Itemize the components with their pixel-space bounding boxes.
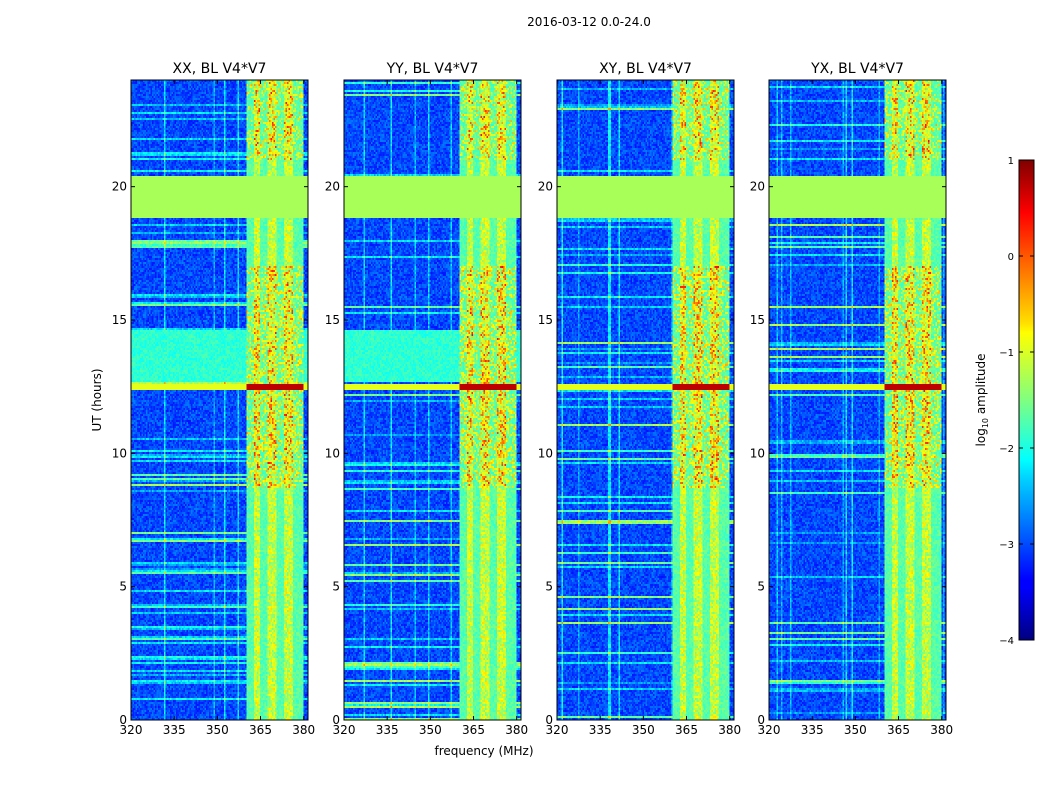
y-tick-label: 5 [332,580,340,594]
colorbar-tick-label: 1 [1008,156,1014,167]
colorbar-label: log10 amplitude [974,354,990,447]
x-tick-label: 350 [844,723,867,737]
y-tick-label: 5 [545,580,553,594]
panel-xy: XY, BL V4*V7 320 335 350 365 380 0 5 10 15 20 [538,61,741,737]
x-tick-label: 335 [163,723,186,737]
x-tick-label: 335 [589,723,612,737]
y-axis-label: UT (hours) [90,368,104,431]
x-tick-label: 380 [292,723,315,737]
y-tick-label: 0 [757,713,765,727]
y-tick-label: 0 [119,713,127,727]
x-tick-label: 365 [249,723,272,737]
heatmap-image [344,80,521,720]
colorbar-label-sub: 10 [981,418,990,428]
x-tick-label: 335 [376,723,399,737]
figure-suptitle: 2016-03-12 0.0-24.0 [527,15,651,29]
x-tick-label: 380 [505,723,528,737]
x-tick-label: 365 [462,723,485,737]
y-tick-label: 15 [112,313,127,327]
y-tick-label: 5 [757,580,765,594]
colorbar-label-rest: amplitude [974,354,988,418]
x-tick-label: 365 [887,723,910,737]
axes-frame [343,79,522,721]
y-tick-label: 15 [750,313,765,327]
x-tick-label: 380 [718,723,741,737]
y-tick-label: 5 [119,580,127,594]
colorbar-tick-label: −2 [999,444,1014,455]
y-tick-label: 20 [325,180,340,194]
x-tick-label: 320 [546,723,569,737]
panel-xx: XX, BL V4*V7 320 335 350 365 380 0 5 10 15 20 [112,61,315,737]
panel-title: XY, BL V4*V7 [599,61,692,77]
x-tick-label: 350 [419,723,442,737]
colorbar-label-log: log [974,428,988,446]
colorbar-ticks: 1 0 −1 −2 −3 −4 [999,156,1034,647]
colorbar-tick-label: −3 [999,540,1014,551]
x-tick-label: 350 [206,723,229,737]
y-tick-label: 10 [325,446,340,460]
colorbar-gradient [1018,159,1035,641]
heatmap-image [557,80,734,720]
colorbar: 10−1−2−3−4 log10 amplitude [974,156,1035,647]
heatmap-image [131,80,308,720]
x-tick-label: 365 [675,723,698,737]
x-axis-label: frequency (MHz) [434,744,533,758]
y-tick-label: 10 [538,446,553,460]
colorbar-tick-label: −1 [999,348,1014,359]
x-tick-label: 320 [758,723,781,737]
y-tick-label: 0 [332,713,340,727]
y-tick-label: 20 [112,180,127,194]
colorbar-tick-label: 0 [1008,252,1014,263]
y-tick-label: 15 [325,313,340,327]
panel-title: XX, BL V4*V7 [173,61,267,77]
colorbar-tick-label: −4 [999,636,1014,647]
heatmap-image [769,80,946,720]
y-tick-label: 15 [538,313,553,327]
y-tick-label: 0 [545,713,553,727]
x-tick-label: 320 [333,723,356,737]
y-tick-label: 20 [538,180,553,194]
y-tick-label: 10 [750,446,765,460]
x-tick-label: 350 [632,723,655,737]
panel-title: YX, BL V4*V7 [810,61,904,77]
panel-yx: YX, BL V4*V7 320 335 350 365 380 0 5 10 15 20 [750,61,953,737]
x-tick-label: 320 [120,723,143,737]
panel-title: YY, BL V4*V7 [386,61,479,77]
axes-frame [556,79,735,721]
panel-yy: YY, BL V4*V7 320 335 350 365 380 0 5 10 15 20 [325,61,528,737]
y-tick-label: 20 [750,180,765,194]
y-tick-label: 10 [112,446,127,460]
axes-frame [130,79,309,721]
x-tick-label: 335 [801,723,824,737]
x-tick-label: 380 [930,723,953,737]
axes-frame [768,79,947,721]
